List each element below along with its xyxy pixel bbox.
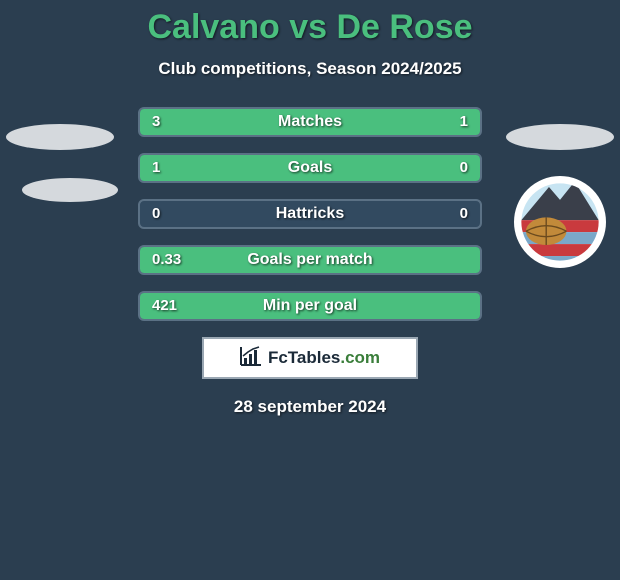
stat-label: Goals per match <box>140 247 480 273</box>
brand-box[interactable]: FcTables.com <box>202 337 418 379</box>
club-right-badge <box>514 176 606 268</box>
value-right: 0 <box>460 155 468 181</box>
stat-row-matches: 3 Matches 1 <box>138 107 482 137</box>
player-left-placeholder <box>6 124 114 150</box>
stat-label: Hattricks <box>140 201 480 227</box>
brand-suffix: .com <box>340 348 380 367</box>
value-right: 0 <box>460 201 468 227</box>
stat-label: Min per goal <box>140 293 480 319</box>
page-title: Calvano vs De Rose <box>0 0 620 47</box>
stat-row-goals: 1 Goals 0 <box>138 153 482 183</box>
brand-text: FcTables.com <box>268 348 380 368</box>
stat-row-goals-per-match: 0.33 Goals per match <box>138 245 482 275</box>
player-right-placeholder <box>506 124 614 150</box>
club-left-placeholder <box>22 178 118 202</box>
date-text: 28 september 2024 <box>0 397 620 417</box>
chart-icon <box>240 346 262 371</box>
subtitle: Club competitions, Season 2024/2025 <box>0 59 620 79</box>
stat-label: Matches <box>140 109 480 135</box>
stat-row-hattricks: 0 Hattricks 0 <box>138 199 482 229</box>
stat-label: Goals <box>140 155 480 181</box>
stat-row-min-per-goal: 421 Min per goal <box>138 291 482 321</box>
brand-prefix: FcTables <box>268 348 340 367</box>
value-right: 1 <box>460 109 468 135</box>
